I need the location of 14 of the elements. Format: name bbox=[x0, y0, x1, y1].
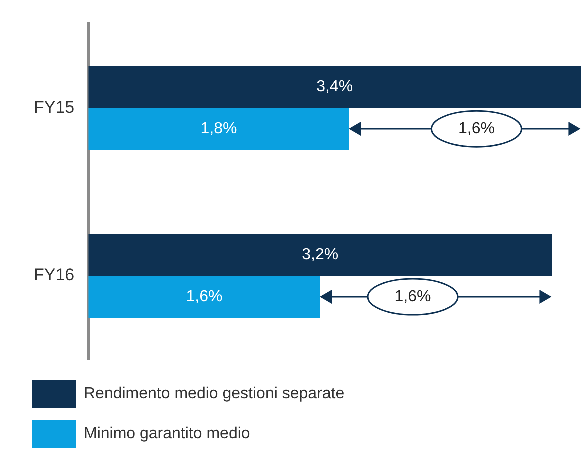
bar bbox=[88, 108, 350, 150]
data-label: 3,2% bbox=[302, 246, 339, 264]
annotation: 1,6% bbox=[458, 120, 495, 138]
data-label: 3,4% bbox=[316, 78, 354, 96]
legend-label: Minimo garantito medio bbox=[84, 425, 250, 442]
bar bbox=[88, 66, 581, 108]
y-tick-label: FY15 bbox=[34, 98, 75, 117]
y-tick-label: FY16 bbox=[34, 266, 75, 285]
bar bbox=[88, 234, 552, 276]
data-label: 1,6% bbox=[186, 288, 223, 306]
legend-label: Rendimento medio gestioni separate bbox=[84, 385, 345, 402]
data-label: 1,8% bbox=[200, 120, 238, 138]
bar bbox=[88, 276, 320, 318]
annotation: 1,6% bbox=[394, 288, 432, 306]
